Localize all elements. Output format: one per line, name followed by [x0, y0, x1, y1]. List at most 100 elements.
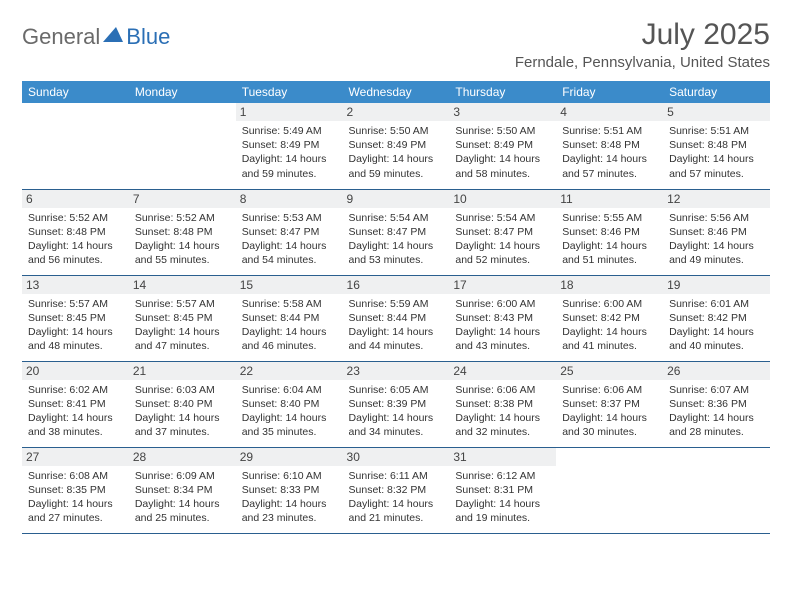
sunset-text: Sunset: 8:42 PM — [562, 311, 657, 325]
sunrise-text: Sunrise: 6:09 AM — [135, 469, 230, 483]
day-details: Sunrise: 6:10 AMSunset: 8:33 PMDaylight:… — [242, 469, 337, 526]
sunrise-text: Sunrise: 6:00 AM — [455, 297, 550, 311]
calendar-cell: 8Sunrise: 5:53 AMSunset: 8:47 PMDaylight… — [236, 189, 343, 275]
calendar-cell: 16Sunrise: 5:59 AMSunset: 8:44 PMDayligh… — [343, 275, 450, 361]
day-number: 1 — [236, 103, 343, 121]
calendar-cell-empty — [663, 447, 770, 533]
day-number: 7 — [129, 190, 236, 208]
daylight-text: Daylight: 14 hours and 53 minutes. — [349, 239, 444, 267]
sunset-text: Sunset: 8:38 PM — [455, 397, 550, 411]
day-details: Sunrise: 6:00 AMSunset: 8:42 PMDaylight:… — [562, 297, 657, 354]
calendar-cell: 21 Sunrise: 6:03 AMSunset: 8:40 PMDayligh… — [129, 361, 236, 447]
sunrise-text: Sunrise: 6:08 AM — [28, 469, 123, 483]
calendar-table: SundayMondayTuesdayWednesdayThursdayFrid… — [22, 81, 770, 534]
day-details: Sunrise: 5:54 AMSunset: 8:47 PMDaylight:… — [455, 211, 550, 268]
day-number: 23 — [343, 362, 450, 380]
sunset-text: Sunset: 8:45 PM — [135, 311, 230, 325]
daylight-text: Daylight: 14 hours and 37 minutes. — [135, 411, 230, 439]
daylight-text: Daylight: 14 hours and 30 minutes. — [562, 411, 657, 439]
calendar-cell: 6Sunrise: 5:52 AMSunset: 8:48 PMDaylight… — [22, 189, 129, 275]
day-number: 26 — [663, 362, 770, 380]
sunrise-text: Sunrise: 5:57 AM — [135, 297, 230, 311]
daylight-text: Daylight: 14 hours and 19 minutes. — [455, 497, 550, 525]
day-details: Sunrise: 5:52 AMSunset: 8:48 PMDaylight:… — [135, 211, 230, 268]
sunrise-text: Sunrise: 6:01 AM — [669, 297, 764, 311]
daylight-text: Daylight: 14 hours and 38 minutes. — [28, 411, 123, 439]
calendar-cell: 2Sunrise: 5:50 AMSunset: 8:49 PMDaylight… — [343, 103, 450, 189]
daylight-text: Daylight: 14 hours and 51 minutes. — [562, 239, 657, 267]
sunset-text: Sunset: 8:46 PM — [669, 225, 764, 239]
daylight-text: Daylight: 14 hours and 54 minutes. — [242, 239, 337, 267]
day-number: 9 — [343, 190, 450, 208]
day-details: Sunrise: 5:51 AMSunset: 8:48 PMDaylight:… — [669, 124, 764, 181]
sunset-text: Sunset: 8:44 PM — [349, 311, 444, 325]
sunrise-text: Sunrise: 5:53 AM — [242, 211, 337, 225]
sunset-text: Sunset: 8:39 PM — [349, 397, 444, 411]
day-details: Sunrise: 6:08 AMSunset: 8:35 PMDaylight:… — [28, 469, 123, 526]
calendar-cell-empty — [22, 103, 129, 189]
sunrise-text: Sunrise: 6:04 AM — [242, 383, 337, 397]
day-header: Sunday — [22, 81, 129, 103]
title-block: July 2025 Ferndale, Pennsylvania, United… — [515, 18, 770, 71]
calendar-row: 6Sunrise: 5:52 AMSunset: 8:48 PMDaylight… — [22, 189, 770, 275]
calendar-head: SundayMondayTuesdayWednesdayThursdayFrid… — [22, 81, 770, 103]
day-number: 21 — [129, 362, 236, 380]
daylight-text: Daylight: 14 hours and 23 minutes. — [242, 497, 337, 525]
calendar-cell: 7 Sunrise: 5:52 AMSunset: 8:48 PMDaylight… — [129, 189, 236, 275]
sunset-text: Sunset: 8:48 PM — [562, 138, 657, 152]
daylight-text: Daylight: 14 hours and 35 minutes. — [242, 411, 337, 439]
day-details: Sunrise: 6:02 AMSunset: 8:41 PMDaylight:… — [28, 383, 123, 440]
day-details: Sunrise: 6:09 AMSunset: 8:34 PMDaylight:… — [135, 469, 230, 526]
day-details: Sunrise: 6:06 AMSunset: 8:37 PMDaylight:… — [562, 383, 657, 440]
daylight-text: Daylight: 14 hours and 57 minutes. — [669, 152, 764, 180]
sunset-text: Sunset: 8:44 PM — [242, 311, 337, 325]
sunset-text: Sunset: 8:34 PM — [135, 483, 230, 497]
day-details: Sunrise: 5:56 AMSunset: 8:46 PMDaylight:… — [669, 211, 764, 268]
day-details: Sunrise: 6:07 AMSunset: 8:36 PMDaylight:… — [669, 383, 764, 440]
sunset-text: Sunset: 8:45 PM — [28, 311, 123, 325]
day-number: 16 — [343, 276, 450, 294]
sunrise-text: Sunrise: 6:03 AM — [135, 383, 230, 397]
day-details: Sunrise: 5:54 AMSunset: 8:47 PMDaylight:… — [349, 211, 444, 268]
daylight-text: Daylight: 14 hours and 28 minutes. — [669, 411, 764, 439]
calendar-row: 20Sunrise: 6:02 AMSunset: 8:41 PMDayligh… — [22, 361, 770, 447]
calendar-cell: 10Sunrise: 5:54 AMSunset: 8:47 PMDayligh… — [449, 189, 556, 275]
sunset-text: Sunset: 8:41 PM — [28, 397, 123, 411]
sunset-text: Sunset: 8:49 PM — [455, 138, 550, 152]
calendar-cell: 26 Sunrise: 6:07 AMSunset: 8:36 PMDayligh… — [663, 361, 770, 447]
sunset-text: Sunset: 8:40 PM — [135, 397, 230, 411]
day-number: 22 — [236, 362, 343, 380]
day-number: 29 — [236, 448, 343, 466]
daylight-text: Daylight: 14 hours and 44 minutes. — [349, 325, 444, 353]
day-header: Wednesday — [343, 81, 450, 103]
day-details: Sunrise: 5:57 AMSunset: 8:45 PMDaylight:… — [135, 297, 230, 354]
logo: General Blue — [22, 24, 170, 50]
day-header: Thursday — [449, 81, 556, 103]
sunrise-text: Sunrise: 6:11 AM — [349, 469, 444, 483]
calendar-cell: 5 Sunrise: 5:51 AMSunset: 8:48 PMDaylight… — [663, 103, 770, 189]
sunrise-text: Sunrise: 6:06 AM — [455, 383, 550, 397]
sunrise-text: Sunrise: 5:58 AM — [242, 297, 337, 311]
calendar-cell: 14Sunrise: 5:57 AMSunset: 8:45 PMDayligh… — [129, 275, 236, 361]
sunset-text: Sunset: 8:47 PM — [242, 225, 337, 239]
header: General Blue July 2025 Ferndale, Pennsyl… — [22, 18, 770, 71]
day-number: 30 — [343, 448, 450, 466]
daylight-text: Daylight: 14 hours and 48 minutes. — [28, 325, 123, 353]
sunset-text: Sunset: 8:40 PM — [242, 397, 337, 411]
daylight-text: Daylight: 14 hours and 58 minutes. — [455, 152, 550, 180]
sunrise-text: Sunrise: 5:52 AM — [28, 211, 123, 225]
sunset-text: Sunset: 8:49 PM — [242, 138, 337, 152]
day-details: Sunrise: 6:01 AMSunset: 8:42 PMDaylight:… — [669, 297, 764, 354]
sunset-text: Sunset: 8:35 PM — [28, 483, 123, 497]
calendar-cell: 13Sunrise: 5:57 AMSunset: 8:45 PMDayligh… — [22, 275, 129, 361]
calendar-row: 27Sunrise: 6:08 AMSunset: 8:35 PMDayligh… — [22, 447, 770, 533]
logo-triangle-icon — [102, 26, 124, 49]
daylight-text: Daylight: 14 hours and 21 minutes. — [349, 497, 444, 525]
day-number: 5 — [663, 103, 770, 121]
daylight-text: Daylight: 14 hours and 59 minutes. — [242, 152, 337, 180]
daylight-text: Daylight: 14 hours and 41 minutes. — [562, 325, 657, 353]
calendar-cell: 3Sunrise: 5:50 AMSunset: 8:49 PMDaylight… — [449, 103, 556, 189]
day-number: 12 — [663, 190, 770, 208]
sunrise-text: Sunrise: 6:10 AM — [242, 469, 337, 483]
day-number: 27 — [22, 448, 129, 466]
